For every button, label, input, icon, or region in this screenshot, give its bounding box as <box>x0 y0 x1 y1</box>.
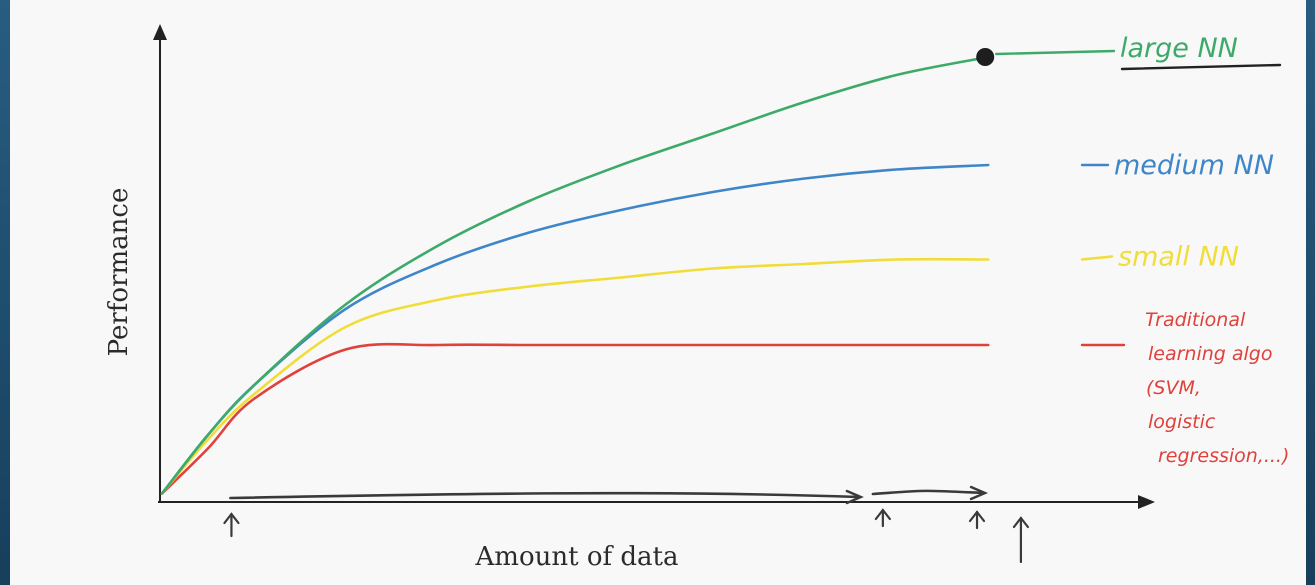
series-line-medium-nn <box>160 163 990 495</box>
y-axis-title: Performance <box>104 188 134 357</box>
small-nn-connector <box>1080 255 1114 261</box>
traditional-algo-label-line-1: Traditional <box>1145 309 1246 331</box>
up-arrow-3-head <box>968 510 986 523</box>
chart-canvas <box>10 0 1306 585</box>
traditional-algo-label-line-4: logistic <box>1148 411 1216 433</box>
x-axis-title: Amount of data <box>475 542 679 572</box>
range-arrow-2 <box>871 489 986 496</box>
large-nn-endpoint-marker <box>976 48 995 66</box>
large-nn-label: large NN <box>1120 33 1238 64</box>
series-line-large-nn <box>160 55 990 495</box>
x-axis-arrowhead <box>1138 495 1155 509</box>
series-labels: large NN medium NN small NN Traditional lear… <box>995 33 1289 467</box>
series-line-small-nn <box>160 257 990 495</box>
up-arrow-1-head <box>223 512 240 525</box>
traditional-algo-label-line-3: (SVM, <box>1146 377 1201 399</box>
axes <box>153 24 1155 509</box>
large-nn-connector <box>995 49 1116 56</box>
traditional-algo-label-line-5: regression,...) <box>1158 445 1289 467</box>
traditional-algo-label-line-2: learning algo <box>1148 343 1273 365</box>
up-arrow-4-head <box>1012 516 1030 529</box>
y-axis-arrowhead <box>153 24 167 40</box>
curves <box>160 48 995 495</box>
large-nn-underline <box>1120 63 1282 71</box>
range-arrow-1-head <box>845 489 864 505</box>
annotations <box>223 485 1030 564</box>
series-line-traditional-algo <box>160 342 990 495</box>
up-arrow-2-head <box>874 508 891 521</box>
left-frame-edge <box>0 0 10 585</box>
range-arrow-1 <box>229 491 861 500</box>
range-arrow-2-head <box>969 485 989 501</box>
small-nn-label: small NN <box>1118 242 1239 273</box>
right-frame-edge <box>1306 0 1315 585</box>
medium-nn-label: medium NN <box>1114 150 1274 181</box>
